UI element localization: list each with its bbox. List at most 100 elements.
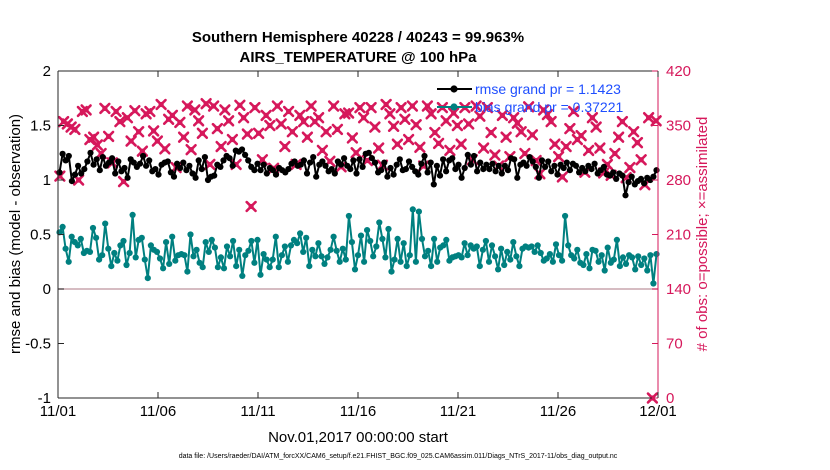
assimilated-marker xyxy=(87,131,100,143)
bias-point xyxy=(388,268,395,275)
bias-point xyxy=(613,236,621,243)
bias-point xyxy=(86,248,94,255)
bias-point xyxy=(187,231,194,238)
assimilated-marker xyxy=(545,115,557,128)
assimilated-marker xyxy=(414,141,426,153)
bias-point xyxy=(233,263,240,270)
bias-point xyxy=(638,261,645,269)
assimilated-marker xyxy=(279,140,291,153)
rmse-point xyxy=(523,162,530,169)
assimilated-marker xyxy=(174,116,186,129)
bias-point xyxy=(391,256,398,263)
rmse-point xyxy=(653,167,660,174)
bias-point xyxy=(571,255,578,262)
left-y-axis-label: rmse and bias (model - observation) xyxy=(7,114,24,354)
rmse-point xyxy=(115,158,122,165)
bias-point xyxy=(601,267,608,274)
bias-point xyxy=(184,268,191,275)
right-tick-label: 140 xyxy=(666,281,691,298)
rmse-point xyxy=(415,171,422,178)
rmse-point xyxy=(90,161,97,168)
rmse-point xyxy=(217,163,224,170)
assimilated-marker xyxy=(189,104,201,116)
rmse-point xyxy=(170,173,178,180)
bias-point xyxy=(169,233,176,240)
bias-point xyxy=(351,266,359,273)
assimilated-marker xyxy=(650,115,662,127)
assimilated-marker xyxy=(500,131,512,143)
bias-point xyxy=(348,239,355,246)
rmse-point xyxy=(538,157,546,164)
rmse-point xyxy=(297,161,304,168)
legend-rmse-label: rmse grand pr = 1.1423 xyxy=(475,81,621,97)
x-tick-label: 11/06 xyxy=(140,403,176,420)
bias-point xyxy=(275,264,282,271)
bias-point xyxy=(354,252,362,259)
assimilated-marker xyxy=(560,140,572,153)
assimilated-marker xyxy=(110,105,122,118)
bias-point xyxy=(172,257,179,264)
rmse-point xyxy=(220,157,227,164)
rmse-point xyxy=(582,168,589,175)
rmse-point xyxy=(229,162,236,169)
bias-point xyxy=(586,265,593,272)
rmse-point xyxy=(610,169,617,176)
rmse-point xyxy=(498,170,505,177)
bias-point xyxy=(220,265,228,272)
assimilated-marker xyxy=(429,126,441,139)
bias-point xyxy=(214,264,221,271)
bias-point xyxy=(580,261,587,269)
bias-point xyxy=(647,252,654,259)
rmse-point xyxy=(341,155,348,162)
rmse-point xyxy=(260,161,267,168)
assimilated-marker xyxy=(144,105,156,118)
rmse-point xyxy=(474,168,481,175)
assimilated-marker xyxy=(609,147,621,160)
assimilated-marker xyxy=(425,108,437,120)
bias-point xyxy=(485,258,493,265)
bias-point xyxy=(153,248,161,255)
rmse-point xyxy=(143,162,150,169)
rmse-point xyxy=(560,164,567,172)
assimilated-marker xyxy=(99,102,111,115)
rmse-point xyxy=(226,155,233,162)
assimilated-marker xyxy=(275,118,287,130)
assimilated-marker xyxy=(496,109,509,122)
bias-point xyxy=(488,242,496,249)
bias-point xyxy=(382,254,389,261)
rmse-point xyxy=(470,152,478,160)
assimilated-marker xyxy=(177,131,190,143)
rmse-point xyxy=(112,170,119,177)
bias-point xyxy=(440,242,447,249)
assimilated-marker xyxy=(635,154,647,166)
right-tick-label: 70 xyxy=(666,336,683,353)
bias-point xyxy=(473,243,480,250)
x-tick-label: 11/26 xyxy=(540,403,576,420)
assimilated-marker xyxy=(342,107,355,119)
bias-point xyxy=(428,263,435,270)
assimilated-marker xyxy=(477,142,490,154)
rmse-point xyxy=(155,171,162,178)
rmse-point xyxy=(529,158,536,165)
assimilated-marker xyxy=(395,101,407,114)
rmse-point xyxy=(613,175,620,182)
rmse-point xyxy=(180,159,187,166)
rmse-point xyxy=(458,174,465,181)
rmse-point xyxy=(461,164,468,172)
bias-point xyxy=(315,240,322,247)
bias-point xyxy=(126,249,133,257)
bias-point xyxy=(147,242,154,249)
assimilated-marker xyxy=(354,101,366,114)
rmse-point xyxy=(368,155,375,162)
bias-point xyxy=(635,253,642,260)
assimilated-marker xyxy=(586,112,599,124)
rmse-point xyxy=(384,173,391,180)
bias-point xyxy=(120,237,127,245)
rmse-point xyxy=(542,163,549,170)
rmse-point xyxy=(551,162,558,169)
bias-point xyxy=(495,266,502,273)
rmse-point xyxy=(350,157,357,164)
rmse-point xyxy=(121,164,128,172)
rmse-point xyxy=(167,169,174,176)
left-tick-label: -0.5 xyxy=(25,336,51,353)
